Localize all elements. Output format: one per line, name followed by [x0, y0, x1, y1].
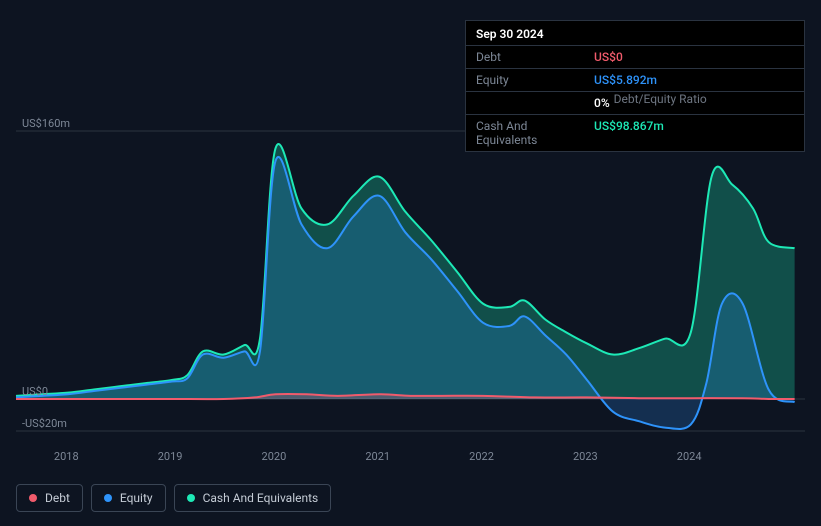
tooltip-row: DebtUS$0 [466, 45, 804, 68]
legend-item[interactable]: Cash And Equivalents [174, 484, 332, 512]
tooltip: Sep 30 2024 DebtUS$0EquityUS$5.892m0% De… [465, 20, 805, 152]
x-axis-label: 2020 [262, 450, 287, 463]
tooltip-row: Cash And EquivalentsUS$98.867m [466, 114, 804, 151]
legend-label: Cash And Equivalents [203, 491, 319, 505]
legend-dot-icon [29, 494, 37, 502]
tooltip-key: Equity [466, 69, 594, 91]
tooltip-value: US$5.892m [594, 69, 657, 91]
tooltip-key: Debt [466, 46, 594, 68]
legend-label: Debt [45, 491, 70, 505]
legend-item[interactable]: Equity [91, 484, 166, 512]
x-axis-label: 2024 [677, 450, 702, 463]
tooltip-value: 0% [594, 92, 610, 114]
tooltip-extra: Debt/Equity Ratio [610, 92, 707, 114]
tooltip-row: EquityUS$5.892m [466, 68, 804, 91]
legend-item[interactable]: Debt [16, 484, 83, 512]
x-axis-label: 2019 [158, 450, 183, 463]
y-axis-label: US$160m [22, 117, 70, 130]
y-axis-label: US$0 [22, 385, 48, 398]
x-axis-label: 2021 [365, 450, 390, 463]
x-axis-label: 2018 [54, 450, 79, 463]
tooltip-value: US$0 [594, 46, 623, 68]
tooltip-row: 0% Debt/Equity Ratio [466, 91, 804, 114]
tooltip-key [466, 92, 594, 114]
legend-dot-icon [187, 494, 195, 502]
legend: Debt Equity Cash And Equivalents [16, 484, 331, 512]
tooltip-value: US$98.867m [594, 115, 664, 151]
x-axis-label: 2023 [573, 450, 598, 463]
legend-dot-icon [104, 494, 112, 502]
tooltip-date: Sep 30 2024 [466, 21, 804, 45]
x-axis-label: 2022 [469, 450, 494, 463]
y-axis-label: -US$20m [22, 417, 67, 430]
tooltip-key: Cash And Equivalents [466, 115, 594, 151]
legend-label: Equity [120, 491, 153, 505]
